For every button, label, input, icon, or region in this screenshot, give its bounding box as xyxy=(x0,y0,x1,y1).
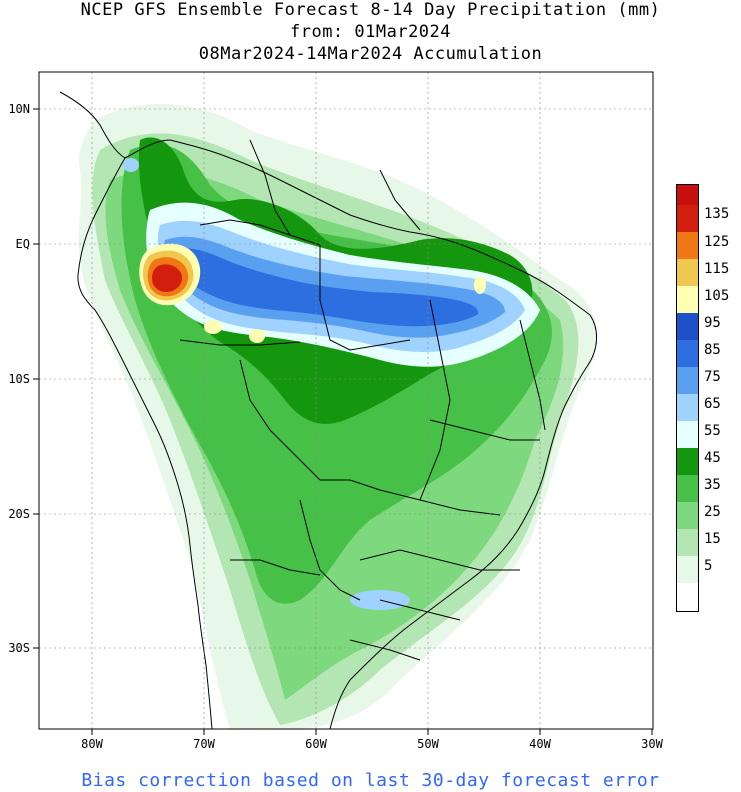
colorbar-swatch-75-85 xyxy=(676,366,699,394)
border-12 xyxy=(419,299,451,501)
borders xyxy=(59,91,597,730)
colorbar-swatch-45-55 xyxy=(676,447,699,475)
colorbar-swatch-35-45 xyxy=(676,474,699,502)
precip-spot-yellow-3 xyxy=(474,276,486,294)
colorbar-label-135: 135 xyxy=(704,206,730,222)
map-title-line-3: 08Mar2024-14Mar2024 Accumulation xyxy=(198,44,543,64)
border-7 xyxy=(230,559,321,576)
ocean-west xyxy=(39,72,220,729)
precip-band-85-95 xyxy=(171,248,479,327)
y-tick-10s: 10S xyxy=(8,372,30,386)
precip-band-135-plus xyxy=(152,264,182,293)
map-title-line-1: NCEP GFS Ensemble Forecast 8-14 Day Prec… xyxy=(80,0,661,20)
x-tick-50w: 50W xyxy=(417,737,439,751)
colorbar-label-75: 75 xyxy=(704,369,721,385)
colorbar-swatch-55-65 xyxy=(676,420,699,448)
y-tick-eq: EQ xyxy=(16,237,30,251)
axis-ticks xyxy=(33,108,653,735)
border-9 xyxy=(379,599,461,621)
x-tick-30w: 30W xyxy=(641,737,663,751)
ocean-east xyxy=(330,72,653,729)
coastline-west xyxy=(77,157,213,730)
colorbar-label-5: 5 xyxy=(704,558,713,574)
colorbar-label-25: 25 xyxy=(704,504,721,520)
border-5 xyxy=(320,479,501,516)
colorbar-label-105: 105 xyxy=(704,288,730,304)
y-tick-20s: 20S xyxy=(8,507,30,521)
colorbar-swatch-105-115 xyxy=(676,285,699,313)
border-4 xyxy=(239,359,321,481)
colorbar-swatch-85-95 xyxy=(676,339,699,367)
map-title-line-2: from: 01Mar2024 xyxy=(289,22,452,42)
colorbar-label-95: 95 xyxy=(704,315,721,331)
colorbar-swatch-95-105 xyxy=(676,312,699,340)
coastline xyxy=(59,91,597,730)
colorbar-swatch-15-25 xyxy=(676,528,699,556)
precip-spot-blue-2 xyxy=(123,158,139,172)
gridlines xyxy=(39,72,653,729)
border-10 xyxy=(349,639,421,661)
x-tick-70w: 70W xyxy=(193,737,215,751)
border-6 xyxy=(299,499,361,601)
plot-frame xyxy=(38,71,654,730)
x-tick-40w: 40W xyxy=(529,737,551,751)
colorbar-label-55: 55 xyxy=(704,423,721,439)
x-tick-80w: 80W xyxy=(81,737,103,751)
border-14 xyxy=(379,169,421,231)
x-tick-60w: 60W xyxy=(305,737,327,751)
colorbar-swatch-135-145 xyxy=(676,204,699,232)
precipitation-field xyxy=(39,72,653,729)
colorbar-swatch-125-135 xyxy=(676,231,699,259)
border-8 xyxy=(359,549,520,571)
colorbar-swatch-top xyxy=(676,184,699,205)
precip-spot-yellow-2 xyxy=(249,329,265,343)
bias-correction-note: Bias correction based on last 30-day for… xyxy=(81,770,660,791)
y-tick-10n: 10N xyxy=(8,102,30,116)
border-1 xyxy=(199,219,321,246)
colorbar-label-65: 65 xyxy=(704,396,721,412)
border-3 xyxy=(179,339,301,346)
colorbar-swatch-5-15 xyxy=(676,555,699,583)
colorbar-label-15: 15 xyxy=(704,531,721,547)
colorbar-label-125: 125 xyxy=(704,234,730,250)
colorbar-label-35: 35 xyxy=(704,477,721,493)
colorbar-label-115: 115 xyxy=(704,261,730,277)
border-2 xyxy=(319,245,411,351)
colorbar-swatch-0-5 xyxy=(676,582,699,612)
colorbar-label-85: 85 xyxy=(704,342,721,358)
border-13 xyxy=(519,319,546,431)
colorbar-swatch-65-75 xyxy=(676,393,699,421)
colorbar-label-45: 45 xyxy=(704,450,721,466)
precip-spot-yellow-1 xyxy=(204,320,222,334)
border-15 xyxy=(249,139,291,236)
border-11 xyxy=(429,419,540,441)
colorbar-swatch-115-125 xyxy=(676,258,699,286)
colorbar-swatch-25-35 xyxy=(676,501,699,529)
y-tick-30s: 30S xyxy=(8,641,30,655)
